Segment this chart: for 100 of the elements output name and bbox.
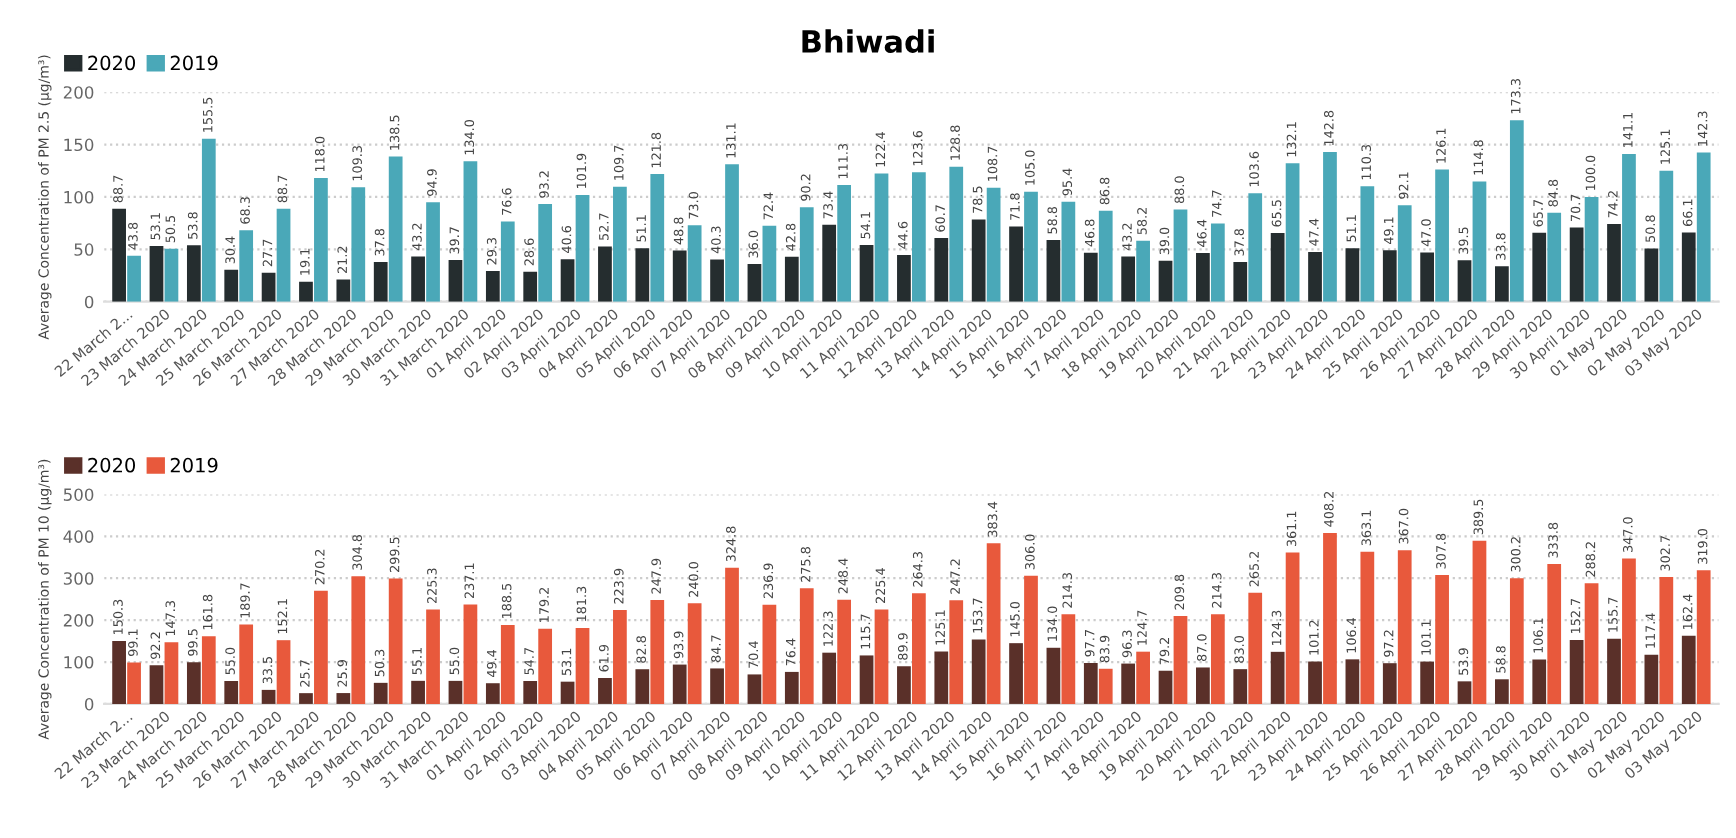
bar bbox=[351, 187, 366, 302]
bar bbox=[799, 207, 814, 302]
bar bbox=[523, 681, 538, 704]
bar bbox=[1136, 240, 1150, 302]
bar bbox=[1681, 635, 1696, 704]
bar bbox=[971, 639, 986, 704]
bar bbox=[1345, 659, 1360, 704]
bar bbox=[1420, 661, 1435, 704]
bar bbox=[1136, 651, 1150, 704]
bar bbox=[523, 271, 538, 302]
bar bbox=[1248, 193, 1263, 302]
bar bbox=[799, 588, 814, 704]
y-tick-label: 300 bbox=[63, 572, 94, 585]
bar bbox=[837, 185, 852, 302]
bar bbox=[1659, 577, 1674, 704]
bar bbox=[411, 256, 425, 302]
bar bbox=[1457, 260, 1472, 302]
bar bbox=[1233, 262, 1248, 302]
bar bbox=[1233, 669, 1248, 704]
bar bbox=[613, 186, 627, 302]
bar bbox=[276, 208, 291, 302]
bar bbox=[186, 662, 201, 704]
bar bbox=[485, 683, 500, 704]
bar bbox=[1457, 681, 1472, 704]
bar bbox=[314, 590, 328, 704]
bar bbox=[1569, 639, 1584, 704]
bar bbox=[1644, 654, 1659, 704]
y-tick-label: 0 bbox=[84, 697, 94, 711]
bar bbox=[1696, 570, 1711, 704]
bar bbox=[1121, 663, 1136, 704]
bar bbox=[1196, 253, 1210, 302]
bar bbox=[650, 174, 665, 302]
bar bbox=[1285, 163, 1300, 302]
bar bbox=[971, 219, 986, 302]
bar bbox=[1472, 181, 1487, 302]
bar bbox=[874, 173, 889, 302]
bar bbox=[112, 208, 126, 302]
bar bbox=[239, 230, 254, 302]
bar bbox=[1435, 574, 1449, 704]
bar bbox=[1532, 232, 1547, 302]
bar bbox=[127, 662, 141, 704]
bar bbox=[538, 628, 553, 704]
bar bbox=[635, 248, 650, 302]
bar bbox=[224, 680, 239, 704]
bar bbox=[1584, 196, 1599, 302]
bar bbox=[201, 636, 216, 704]
bar bbox=[485, 270, 500, 302]
bar bbox=[463, 604, 478, 704]
bar bbox=[710, 259, 724, 302]
legend-label: 2019 bbox=[170, 55, 218, 71]
bar bbox=[164, 248, 179, 302]
bar bbox=[336, 693, 351, 704]
bar bbox=[613, 610, 627, 704]
bar bbox=[448, 260, 463, 302]
bar bbox=[1345, 248, 1360, 302]
bar bbox=[261, 689, 276, 704]
bar bbox=[164, 642, 179, 704]
bar bbox=[912, 593, 926, 704]
bar bbox=[149, 246, 164, 302]
bar bbox=[1024, 575, 1038, 704]
bar bbox=[500, 221, 515, 302]
bar bbox=[687, 603, 702, 704]
y-tick-label: 50 bbox=[74, 243, 94, 256]
bar bbox=[762, 604, 777, 704]
bar bbox=[127, 255, 141, 302]
bar bbox=[388, 578, 403, 704]
bar bbox=[1681, 232, 1696, 302]
bar bbox=[1308, 252, 1322, 302]
bar bbox=[822, 224, 837, 302]
bar bbox=[747, 674, 762, 704]
bar bbox=[1584, 583, 1599, 704]
bar bbox=[1360, 551, 1375, 704]
bar bbox=[1644, 248, 1659, 302]
bar bbox=[1696, 152, 1711, 302]
bar bbox=[672, 664, 687, 704]
y-tick-label: 100 bbox=[64, 655, 94, 669]
bar bbox=[299, 693, 313, 704]
bar bbox=[1121, 256, 1136, 302]
bar bbox=[1009, 643, 1023, 704]
bar bbox=[1158, 670, 1173, 704]
bar bbox=[1158, 260, 1173, 302]
bar bbox=[1397, 205, 1412, 302]
bar bbox=[239, 624, 254, 704]
bar bbox=[575, 194, 590, 302]
bar bbox=[1098, 668, 1113, 704]
bar bbox=[351, 576, 366, 704]
bar bbox=[1061, 614, 1076, 704]
bar bbox=[1323, 152, 1337, 302]
bar bbox=[822, 652, 837, 704]
bar bbox=[201, 138, 216, 302]
bar bbox=[1308, 661, 1322, 704]
legend-label: 2020 bbox=[88, 457, 136, 473]
bar bbox=[784, 256, 799, 302]
bar bbox=[261, 272, 276, 302]
bar bbox=[1270, 651, 1285, 704]
bar bbox=[934, 238, 949, 302]
bar bbox=[1196, 667, 1210, 704]
bar bbox=[837, 599, 852, 704]
bar bbox=[1509, 120, 1524, 302]
bar bbox=[949, 600, 964, 704]
